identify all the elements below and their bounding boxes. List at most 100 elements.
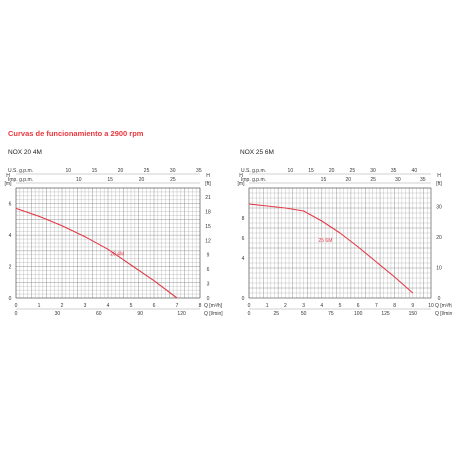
imp-tick-label: 30 (395, 177, 401, 183)
m3h-tick-label: 2 (61, 303, 64, 309)
h-right-axis-label: H (437, 173, 441, 179)
ft-tick-label: 0 (438, 296, 441, 302)
ft-tick-label: 18 (205, 210, 211, 216)
h-left-unit-label: [m] (5, 181, 13, 187)
m3h-tick-label: 6 (357, 303, 360, 309)
h-right-unit-label: [ft] (436, 181, 442, 187)
lmin-tick-label: 50 (301, 311, 307, 317)
lmin-tick-label: 120 (177, 311, 186, 317)
ft-tick-label: 0 (207, 296, 210, 302)
plot-frame (15, 187, 201, 299)
imp-axis-label: Imp. g.p.m. (8, 177, 33, 183)
m3h-tick-label: 3 (84, 303, 87, 309)
lmin-tick-label: 100 (354, 311, 363, 317)
ft-tick-label: 20 (436, 235, 442, 241)
h-left-unit-label: [m] (238, 181, 246, 187)
lmin-tick-label: 0 (248, 311, 251, 317)
m3h-tick-label: 0 (248, 303, 251, 309)
h-tick-label: 4 (242, 256, 245, 262)
usgpm-tick-label: 10 (288, 168, 294, 174)
m3h-tick-label: 1 (266, 303, 269, 309)
ft-tick-label: 15 (205, 224, 211, 230)
curve-label: 20 4M (110, 252, 124, 258)
ft-tick-label: 9 (207, 253, 210, 259)
ft-tick-label: 21 (205, 195, 211, 201)
ft-tick-label: 12 (205, 238, 211, 244)
m3h-tick-label: 5 (339, 303, 342, 309)
m3h-tick-label: 2 (284, 303, 287, 309)
ft-tick-label: 30 (436, 204, 442, 210)
imp-axis-label: Imp. g.p.m. (241, 177, 266, 183)
ft-tick-label: 3 (207, 281, 210, 287)
m3h-tick-label: 7 (375, 303, 378, 309)
lmin-tick-label: 30 (55, 311, 61, 317)
h-tick-label: 0 (9, 296, 12, 302)
lmin-tick-label: 75 (328, 311, 334, 317)
imp-tick-label: 35 (420, 177, 426, 183)
m3h-tick-label: 8 (199, 303, 202, 309)
imp-tick-label: 20 (346, 177, 352, 183)
h-tick-label: 8 (242, 216, 245, 222)
q-lmin-axis-label: Q [l/min] (204, 311, 223, 317)
m3h-tick-label: 0 (15, 303, 18, 309)
curve-label: 25 6M (318, 238, 332, 244)
imp-tick-label: 25 (370, 177, 376, 183)
usgpm-tick-label: 25 (350, 168, 356, 174)
h-tick-label: 4 (9, 233, 12, 239)
q-m3h-axis-label: Q [m³/h] (435, 303, 452, 309)
h-tick-label: 6 (9, 202, 12, 208)
imp-tick-label: 15 (107, 177, 113, 183)
imp-tick-label: 10 (76, 177, 82, 183)
h-right-unit-label: [ft] (205, 181, 211, 187)
q-m3h-axis-label: Q [m³/h] (204, 303, 223, 309)
pump-curve-line (15, 207, 178, 299)
m3h-tick-label: 3 (302, 303, 305, 309)
usgpm-tick-label: 15 (308, 168, 314, 174)
h-left-axis-label: H (6, 173, 10, 179)
pump-curve-line (248, 203, 414, 294)
m3h-tick-label: 4 (320, 303, 323, 309)
usgpm-tick-label: 35 (391, 168, 397, 174)
chart-title-nox-20-4m: NOX 20 4M (8, 149, 42, 156)
m3h-tick-label: 1 (38, 303, 41, 309)
ft-tick-label: 10 (436, 265, 442, 271)
m3h-tick-label: 6 (153, 303, 156, 309)
h-tick-label: 2 (9, 264, 12, 270)
h-tick-label: 6 (242, 236, 245, 242)
lmin-tick-label: 90 (137, 311, 143, 317)
m3h-tick-label: 10 (428, 303, 434, 309)
usgpm-tick-label: 35 (196, 168, 202, 174)
imp-tick-label: 15 (321, 177, 327, 183)
usgpm-tick-label: 15 (92, 168, 98, 174)
imp-tick-label: 25 (170, 177, 176, 183)
page-title: Curvas de funcionamiento a 2900 rpm (8, 129, 144, 138)
m3h-tick-label: 5 (130, 303, 133, 309)
m3h-tick-label: 9 (411, 303, 414, 309)
lmin-tick-label: 0 (15, 311, 18, 317)
usgpm-tick-label: 10 (65, 168, 71, 174)
ft-tick-label: 6 (207, 267, 210, 273)
usgpm-axis-label: U.S. g.p.m. (241, 168, 266, 174)
chart-title-nox-25-6m: NOX 25 6M (240, 149, 274, 156)
lmin-tick-label: 60 (96, 311, 102, 317)
m3h-tick-label: 7 (176, 303, 179, 309)
lmin-tick-label: 25 (274, 311, 280, 317)
usgpm-tick-label: 20 (118, 168, 124, 174)
m3h-tick-label: 4 (107, 303, 110, 309)
usgpm-tick-label: 30 (370, 168, 376, 174)
h-tick-label: 0 (242, 296, 245, 302)
usgpm-tick-label: 20 (329, 168, 335, 174)
usgpm-axis-label: U.S. g.p.m. (8, 168, 33, 174)
h-left-axis-label: H (239, 173, 243, 179)
plot-frame (248, 187, 432, 299)
m3h-tick-label: 8 (393, 303, 396, 309)
q-lmin-axis-label: Q [l/min] (435, 311, 452, 317)
lmin-tick-label: 125 (381, 311, 390, 317)
imp-tick-label: 20 (139, 177, 145, 183)
usgpm-tick-label: 25 (144, 168, 150, 174)
usgpm-tick-label: 40 (412, 168, 418, 174)
usgpm-tick-label: 30 (170, 168, 176, 174)
lmin-tick-label: 150 (409, 311, 418, 317)
